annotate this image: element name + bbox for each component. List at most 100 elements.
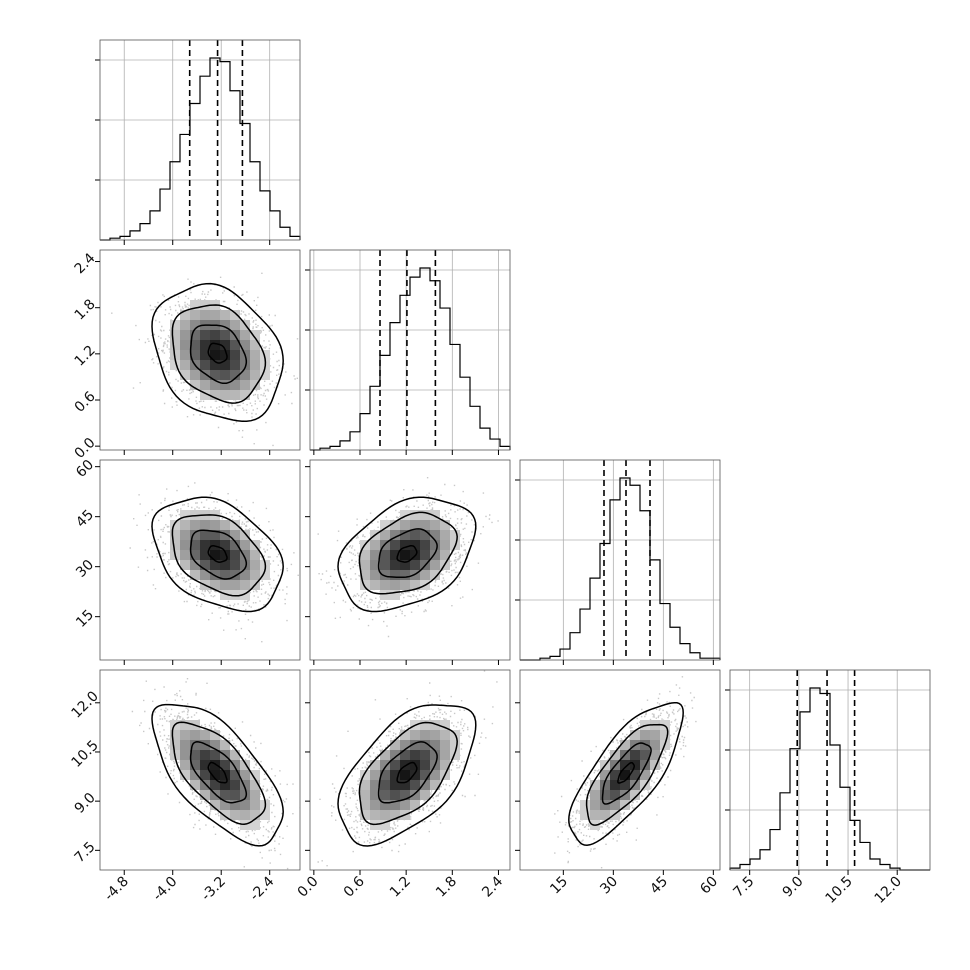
contour-line xyxy=(377,741,438,804)
density-cell xyxy=(380,530,390,540)
density-cell xyxy=(600,810,610,820)
histogram-steps-3 xyxy=(729,687,930,871)
density-cell xyxy=(610,750,620,760)
density-cell xyxy=(200,750,210,760)
density-cell xyxy=(380,570,390,580)
density-cell xyxy=(250,330,260,340)
contour-line xyxy=(585,723,669,826)
x-tick-label: 1.2 xyxy=(387,874,414,901)
density-cell xyxy=(220,390,230,400)
x-tick-label: 0.0 xyxy=(295,874,322,901)
density-cell xyxy=(200,540,210,550)
density-cell xyxy=(390,800,400,810)
y-tick-label: 12.0 xyxy=(68,688,101,721)
density-cell xyxy=(360,560,370,570)
density-cell xyxy=(220,800,230,810)
x-tick-label: -4.0 xyxy=(150,874,181,905)
density-cell xyxy=(200,770,210,780)
density-cell xyxy=(220,320,230,330)
density-cell xyxy=(240,760,250,770)
density-cell xyxy=(180,370,190,380)
density-cell xyxy=(420,570,430,580)
density-cell xyxy=(390,760,400,770)
density-cell xyxy=(210,780,220,790)
density-cell xyxy=(240,580,250,590)
density-cell xyxy=(170,340,180,350)
density-cell xyxy=(170,320,180,330)
density-cell xyxy=(640,740,650,750)
scatter-panel-0-2 xyxy=(99,459,301,661)
density-cell xyxy=(380,750,390,760)
density-cell xyxy=(410,780,420,790)
scatter-frame xyxy=(99,459,301,661)
density-cell xyxy=(410,770,420,780)
density-cell xyxy=(390,570,400,580)
density-cell xyxy=(380,590,390,600)
x-tick-label: 9.0 xyxy=(780,874,807,901)
density-cell xyxy=(430,520,440,530)
density-cell xyxy=(420,720,430,730)
scatter-frame xyxy=(309,669,511,871)
density-cell xyxy=(230,560,240,570)
density-cell xyxy=(220,590,230,600)
x-tick-label: 12.0 xyxy=(872,874,905,907)
histogram-panel-0 xyxy=(95,39,301,241)
density-cell xyxy=(210,310,220,320)
density-cell xyxy=(600,790,610,800)
density-cell xyxy=(170,360,180,370)
density-cell xyxy=(200,570,210,580)
density-cell xyxy=(260,570,270,580)
density-cell xyxy=(440,530,450,540)
density-cell xyxy=(580,800,590,810)
density-cell xyxy=(180,310,190,320)
density-cell xyxy=(210,770,220,780)
y-tick-label: 15 xyxy=(73,607,97,631)
contour-line xyxy=(396,544,418,563)
hist-frame xyxy=(519,459,721,661)
density-cell xyxy=(430,740,440,750)
x-tick-label: 60 xyxy=(697,874,721,898)
density-cell xyxy=(210,800,220,810)
density-cell xyxy=(200,560,210,570)
density-cell xyxy=(180,340,190,350)
density-cell xyxy=(380,770,390,780)
density-cell xyxy=(220,790,230,800)
density-cell xyxy=(630,730,640,740)
x-tick-label: -2.4 xyxy=(247,873,278,904)
density-cell xyxy=(200,760,210,770)
density-cell xyxy=(620,740,630,750)
density-cell xyxy=(200,310,210,320)
density-cell xyxy=(420,790,430,800)
density-cell xyxy=(250,810,260,820)
contour-line xyxy=(151,282,284,423)
density-cell xyxy=(430,770,440,780)
density-cell xyxy=(400,510,410,520)
density-cell xyxy=(240,590,250,600)
density-cell xyxy=(260,370,270,380)
density-cell xyxy=(380,800,390,810)
density-cell xyxy=(220,340,230,350)
density-cell xyxy=(190,760,200,770)
density-cell xyxy=(440,550,450,560)
density-cell xyxy=(440,520,450,530)
density-cell xyxy=(180,750,190,760)
density-cell xyxy=(260,810,270,820)
density-cell xyxy=(250,340,260,350)
density-cell xyxy=(410,800,420,810)
contour-line xyxy=(377,528,438,579)
contour-line xyxy=(189,529,248,580)
density-cell xyxy=(250,370,260,380)
density-cell xyxy=(190,530,200,540)
density-cell xyxy=(200,730,210,740)
density-cell xyxy=(210,560,220,570)
density-cell xyxy=(200,350,210,360)
density-cell xyxy=(390,750,400,760)
density-cell xyxy=(370,570,380,580)
y-tick-label: 60 xyxy=(73,457,97,481)
density-cell xyxy=(200,300,210,310)
density-cell xyxy=(180,720,190,730)
density-cell xyxy=(190,350,200,360)
x-tick-label: 45 xyxy=(647,874,671,898)
scatter-panel-0-1 xyxy=(99,249,301,451)
density-cell xyxy=(180,730,190,740)
